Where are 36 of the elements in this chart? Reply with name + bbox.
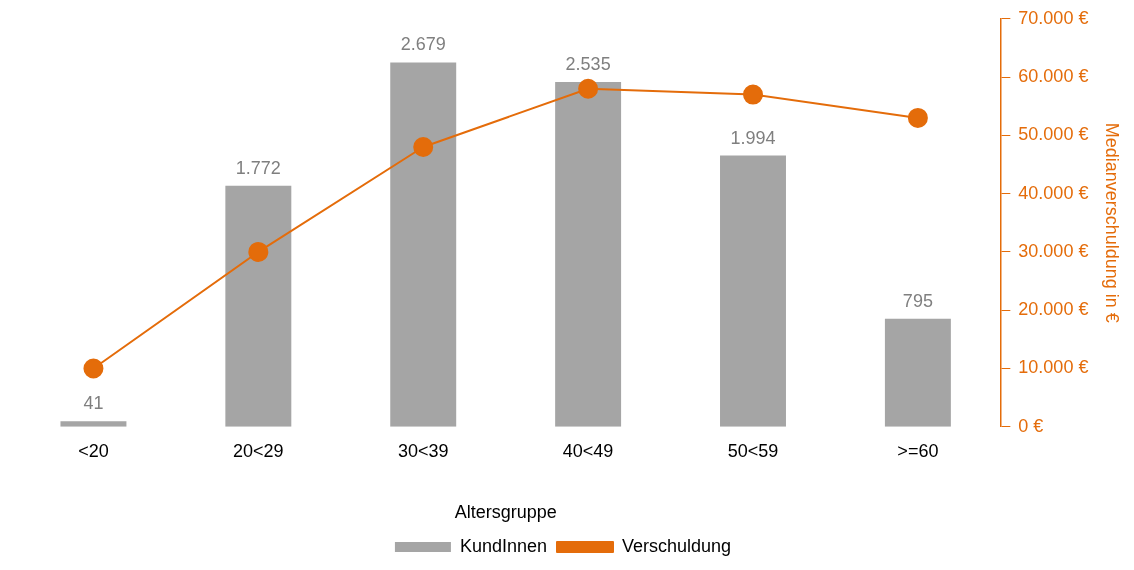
point <box>413 137 434 158</box>
x-tick-label: 20<29 <box>233 440 284 461</box>
point <box>907 107 928 128</box>
data-label: 1.994 <box>730 127 776 148</box>
y2-tick-label: 50.000 € <box>1018 124 1089 145</box>
x-tick-label: >=60 <box>897 440 939 461</box>
x-tick-label: 40<49 <box>562 440 614 461</box>
data-label: 1.772 <box>235 157 281 178</box>
y2-tick-label: 20.000 € <box>1018 299 1089 320</box>
y2-axis-title: Medianverschuldung in € <box>1102 122 1123 323</box>
bar <box>720 155 786 427</box>
bar <box>60 421 127 427</box>
data-label: 41 <box>83 393 104 414</box>
y2-tick-label: 30.000 € <box>1018 240 1089 261</box>
data-label: 2.535 <box>565 54 611 75</box>
y2-tick-label: 70.000 € <box>1018 7 1089 28</box>
bar <box>390 62 457 427</box>
legend-label: KundInnen <box>459 535 548 556</box>
x-tick-label: 50<59 <box>727 440 779 461</box>
bar <box>555 82 622 427</box>
point <box>248 241 269 262</box>
bar <box>225 185 292 427</box>
point <box>83 358 104 379</box>
bar <box>884 318 951 427</box>
point <box>578 78 599 99</box>
x-axis-title: Altersgruppe <box>454 502 557 523</box>
x-tick-label: <20 <box>78 440 109 461</box>
x-tick-label: 30<39 <box>397 440 449 461</box>
data-label: 795 <box>902 290 933 311</box>
legend-label: Verschuldung <box>622 535 732 556</box>
data-label: 2.679 <box>400 34 446 55</box>
point <box>743 84 763 105</box>
y2-tick-label: 60.000 € <box>1018 66 1089 87</box>
y2-tick-label: 40.000 € <box>1018 182 1089 203</box>
y2-tick-label: 0 € <box>1018 415 1044 436</box>
y2-tick-label: 10.000 € <box>1018 357 1089 378</box>
